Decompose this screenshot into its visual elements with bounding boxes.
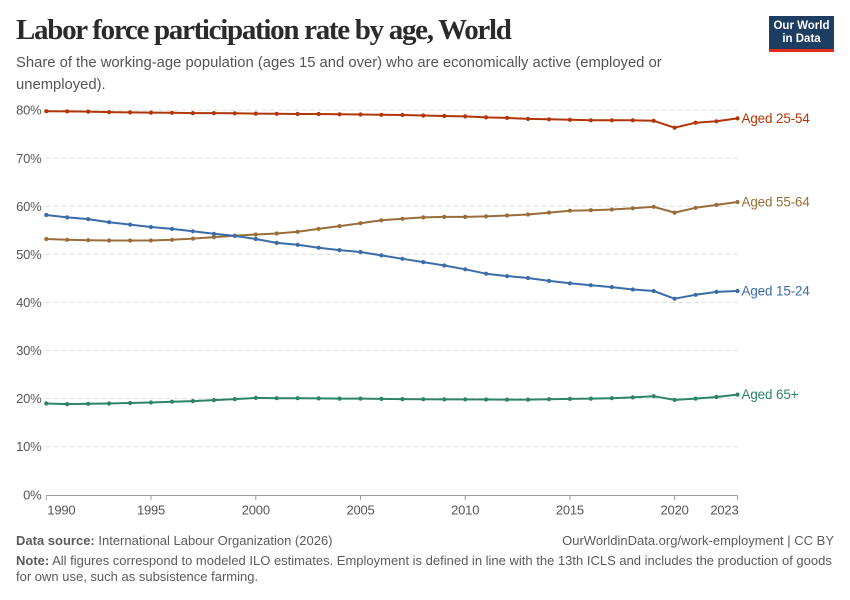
svg-text:70%: 70% [16, 151, 42, 166]
svg-text:2020: 2020 [661, 502, 689, 517]
svg-text:60%: 60% [16, 199, 42, 214]
svg-text:2023: 2023 [710, 502, 738, 517]
svg-text:50%: 50% [16, 247, 42, 262]
svg-text:1990: 1990 [47, 502, 75, 517]
svg-text:80%: 80% [16, 103, 42, 118]
svg-text:2015: 2015 [556, 502, 584, 517]
svg-text:0%: 0% [23, 487, 42, 502]
svg-text:2010: 2010 [451, 502, 479, 517]
svg-text:Aged 25-54: Aged 25-54 [742, 111, 811, 126]
svg-text:40%: 40% [16, 295, 42, 310]
svg-text:Aged 15-24: Aged 15-24 [742, 284, 811, 299]
svg-text:Aged 65+: Aged 65+ [742, 387, 799, 402]
svg-text:2005: 2005 [346, 502, 374, 517]
svg-text:20%: 20% [16, 391, 42, 406]
svg-text:Aged 55-64: Aged 55-64 [742, 195, 811, 210]
svg-text:2000: 2000 [242, 502, 270, 517]
svg-text:10%: 10% [16, 439, 42, 454]
svg-text:30%: 30% [16, 343, 42, 358]
svg-text:1995: 1995 [137, 502, 165, 517]
